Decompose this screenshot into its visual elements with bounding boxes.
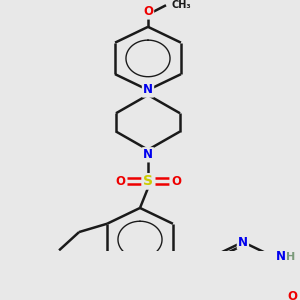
- Text: N: N: [143, 83, 153, 97]
- Text: S: S: [143, 174, 153, 188]
- Text: O: O: [171, 175, 181, 188]
- Text: H: H: [286, 252, 295, 262]
- Text: O: O: [143, 5, 153, 18]
- Text: N: N: [276, 250, 286, 263]
- Text: O: O: [115, 175, 125, 188]
- Text: O: O: [287, 290, 297, 300]
- Text: CH₃: CH₃: [172, 0, 192, 10]
- Text: N: N: [238, 236, 248, 248]
- Text: N: N: [143, 148, 153, 161]
